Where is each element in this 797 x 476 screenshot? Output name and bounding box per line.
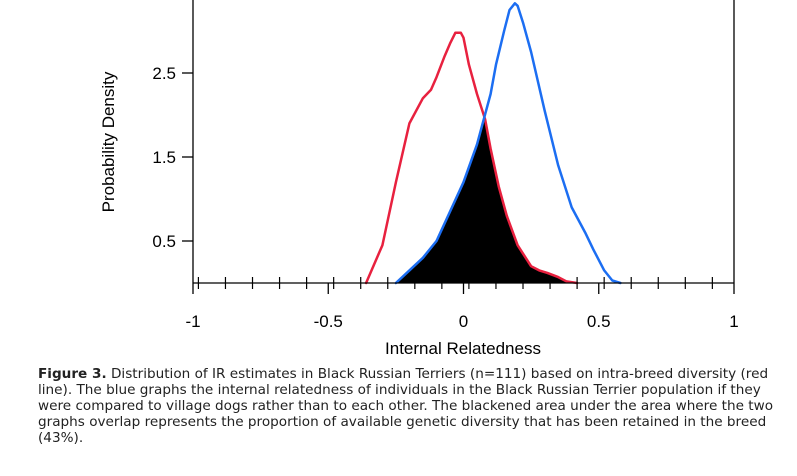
- red-density-line: [364, 31, 579, 285]
- y-axis-title: Probability Density: [99, 71, 118, 212]
- x-axis-title: Internal Relatedness: [385, 339, 541, 358]
- x-tick-label: 1: [729, 312, 738, 331]
- overlap-area: [395, 119, 578, 283]
- x-tick-label: -0.5: [314, 312, 343, 331]
- x-tick-label: -1: [185, 312, 200, 331]
- y-tick-label: 0.5: [152, 232, 176, 251]
- figure-caption: Figure 3. Distribution of IR estimates i…: [38, 366, 783, 446]
- y-tick-label: 1.5: [152, 148, 176, 167]
- caption-label: Figure 3.: [38, 366, 107, 382]
- y-tick-label: 2.5: [152, 64, 176, 83]
- blue-density-line: [394, 2, 622, 285]
- caption-text: Distribution of IR estimates in Black Ru…: [38, 366, 774, 446]
- x-tick-label: 0.5: [587, 312, 611, 331]
- density-chart: -1 -0.5 0 0.5 1 0.5 1.5 2.5 Internal Relatedne…: [99, 0, 739, 358]
- x-tick-label: 0: [459, 312, 468, 331]
